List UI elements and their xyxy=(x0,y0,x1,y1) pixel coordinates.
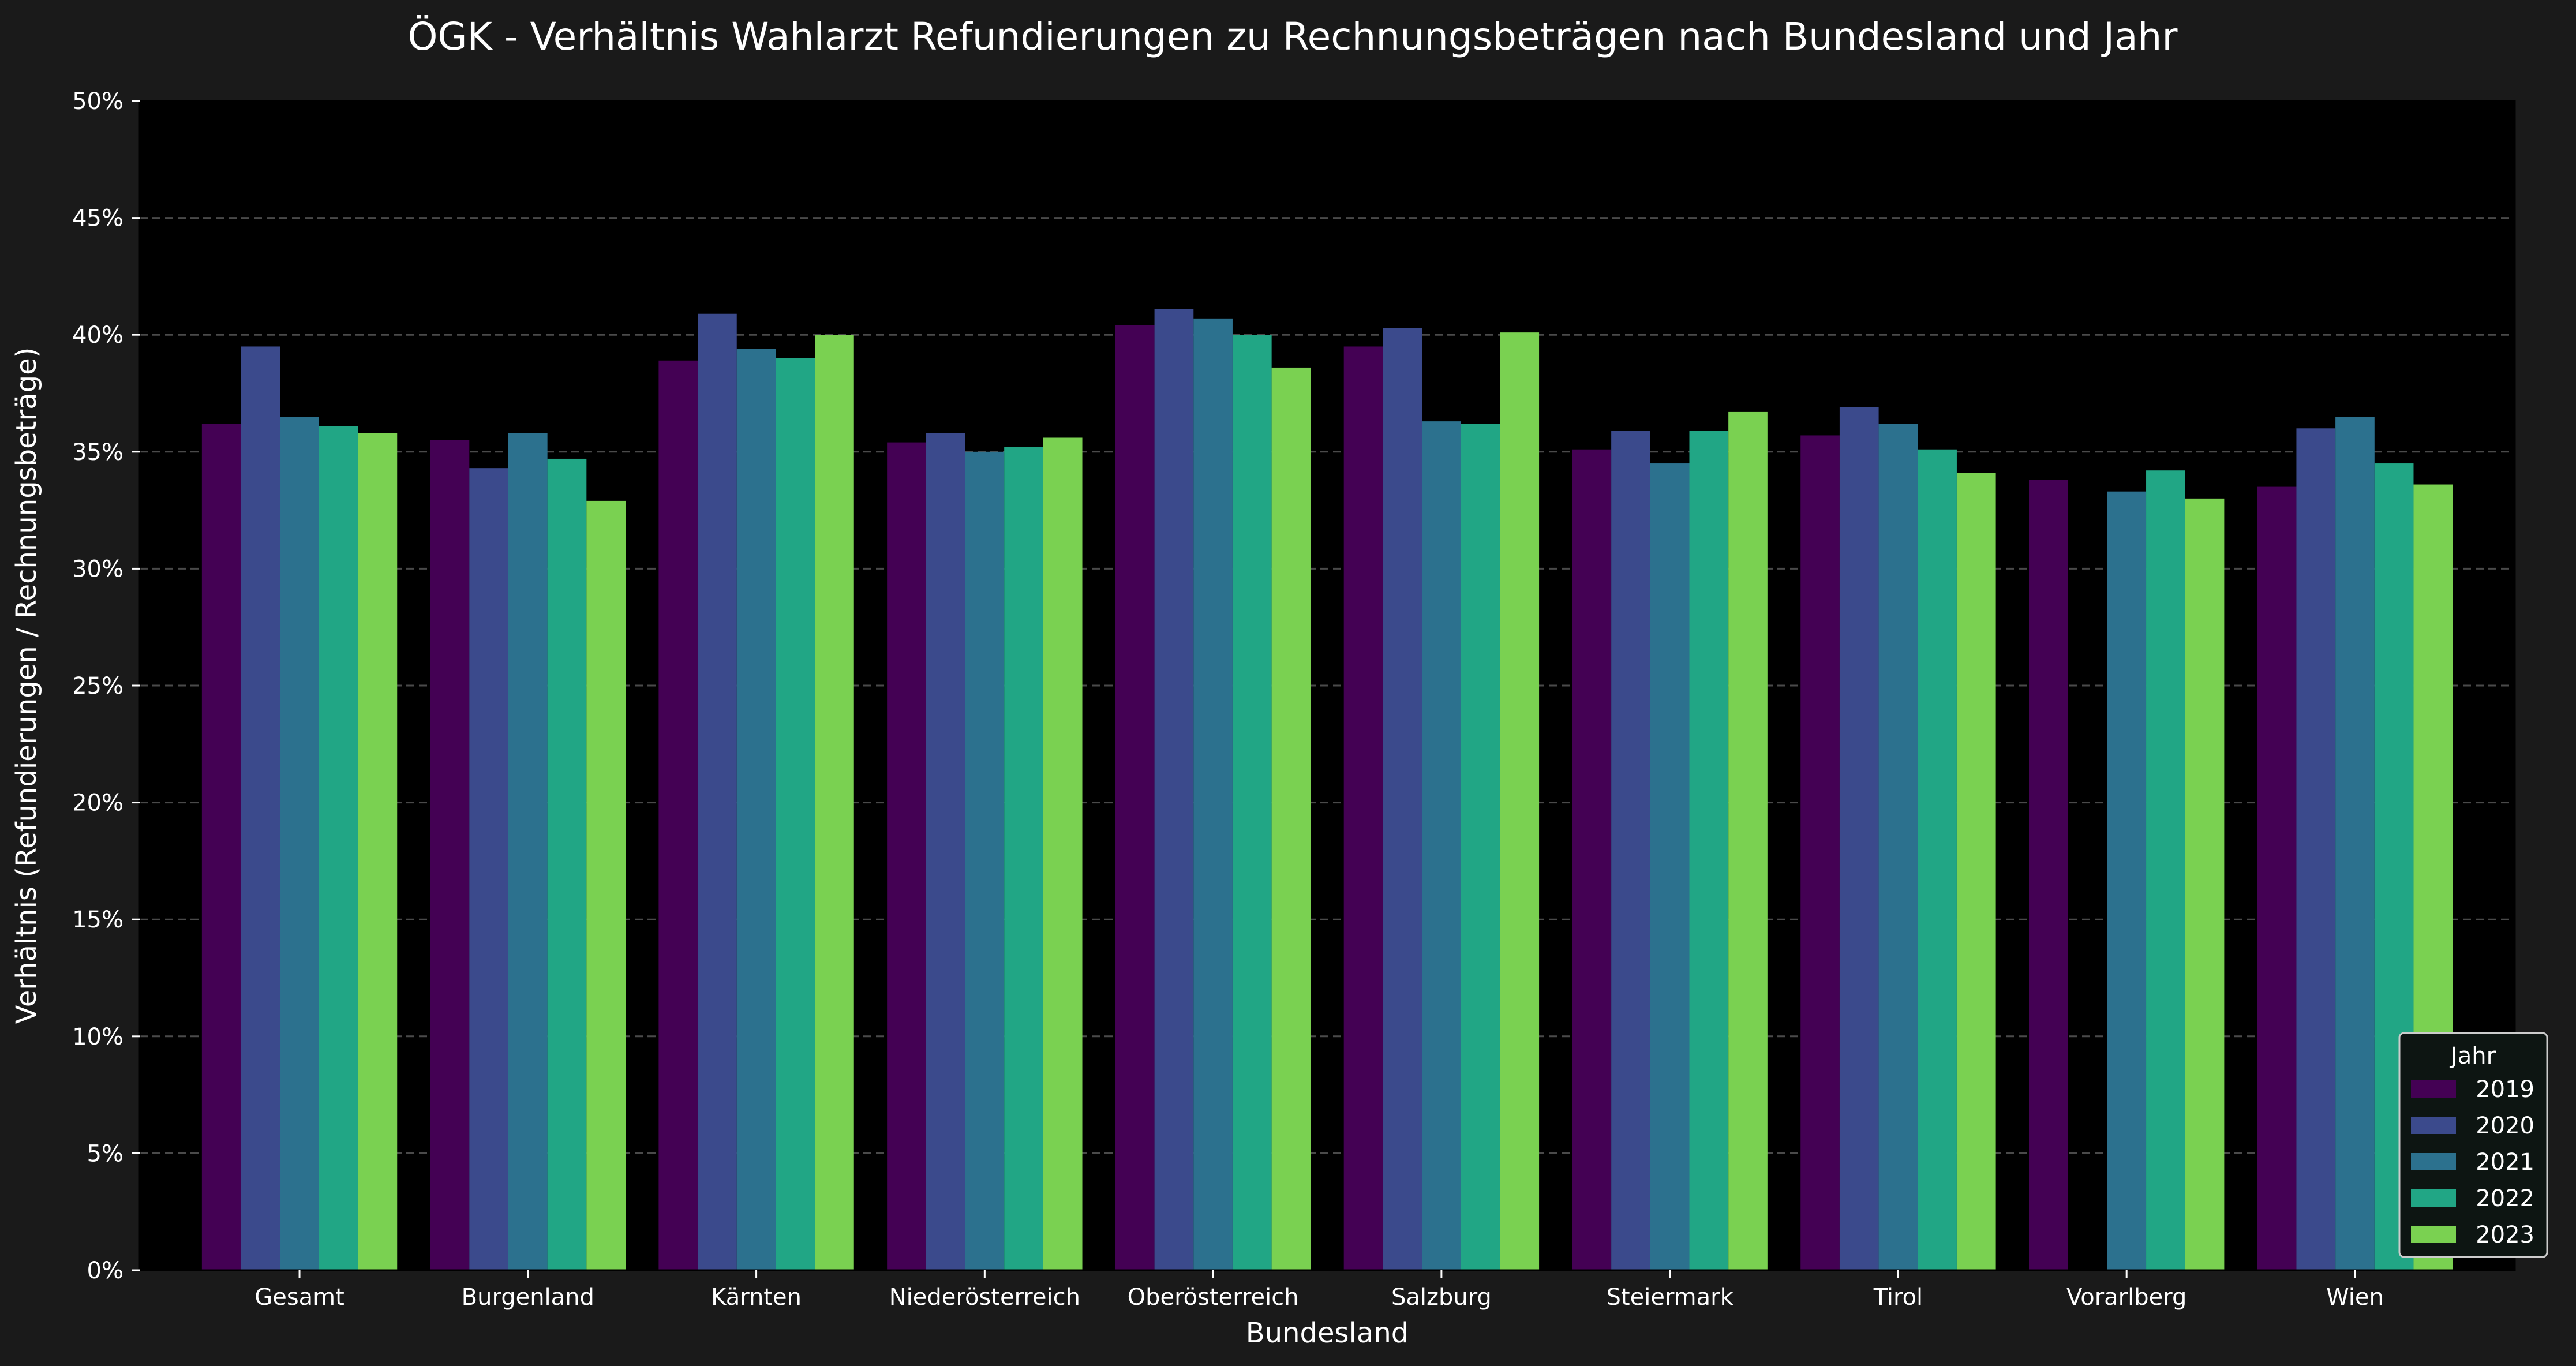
bar-2019-Vorarlberg xyxy=(2029,480,2068,1270)
bar-2021-Wien xyxy=(2335,417,2375,1270)
legend-label-2019: 2019 xyxy=(2476,1076,2534,1103)
bar-2020-Niederösterreich xyxy=(926,433,965,1270)
bar-2020-Steiermark xyxy=(1611,431,1650,1270)
y-tick-label: 20% xyxy=(72,790,123,817)
y-tick-label: 50% xyxy=(72,88,123,115)
legend-swatch-2023 xyxy=(2411,1226,2456,1243)
bar-2019-Salzburg xyxy=(1343,346,1383,1271)
bar-2022-Salzburg xyxy=(1461,424,1500,1270)
legend: Jahr 2019 2020 2021 2022 2023 xyxy=(2398,1032,2548,1258)
y-tick-label: 15% xyxy=(72,907,123,933)
x-tick-label: Niederösterreich xyxy=(889,1284,1080,1311)
bar-2020-Wien xyxy=(2296,428,2336,1270)
bar-2022-Steiermark xyxy=(1689,431,1729,1270)
bars xyxy=(201,309,2453,1271)
bar-2023-Steiermark xyxy=(1728,411,1768,1270)
legend-label-2022: 2022 xyxy=(2476,1185,2534,1212)
y-tick-label: 40% xyxy=(72,322,123,349)
bar-2023-Niederösterreich xyxy=(1043,437,1083,1270)
bar-2022-Burgenland xyxy=(547,458,587,1270)
bar-2022-Gesamt xyxy=(319,426,358,1270)
bar-2021-Steiermark xyxy=(1650,463,1690,1270)
x-tick-label: Gesamt xyxy=(254,1284,345,1311)
y-tick-label: 0% xyxy=(87,1258,123,1284)
bar-2019-Burgenland xyxy=(430,440,470,1270)
bar-2019-Oberösterreich xyxy=(1115,325,1155,1271)
x-tick-label: Burgenland xyxy=(462,1284,594,1311)
y-axis-label: Verhältnis (Refundierungen / Rechnungsbe… xyxy=(10,347,43,1024)
x-axis-ticks: Gesamt Burgenland Kärnten Niederösterreich O… xyxy=(254,1270,2384,1311)
legend-title: Jahr xyxy=(2449,1043,2496,1069)
bar-2020-Kärnten xyxy=(698,313,737,1271)
bar-2021-Salzburg xyxy=(1422,421,1461,1270)
bar-2022-Kärnten xyxy=(776,358,815,1270)
x-tick-label: Steiermark xyxy=(1607,1284,1734,1311)
bar-2023-Tirol xyxy=(1956,473,1996,1270)
bar-2021-Kärnten xyxy=(736,349,776,1271)
bar-2022-Vorarlberg xyxy=(2146,470,2185,1270)
y-axis-ticks: 0% 5% 10% 15% 20% 25% 30% 35% 40% 45% 50% xyxy=(72,88,140,1284)
legend-label-2021: 2021 xyxy=(2476,1149,2534,1176)
bar-2021-Gesamt xyxy=(280,417,319,1270)
bar-2022-Niederösterreich xyxy=(1004,447,1043,1270)
bar-2020-Salzburg xyxy=(1383,328,1422,1271)
legend-items: 2019 2020 2021 2022 2023 xyxy=(2411,1076,2534,1248)
bar-2019-Gesamt xyxy=(201,424,241,1270)
bar-2019-Tirol xyxy=(1800,435,1840,1270)
y-tick-label: 10% xyxy=(72,1024,123,1050)
bar-2019-Niederösterreich xyxy=(887,442,926,1270)
bar-2019-Kärnten xyxy=(658,360,698,1270)
bar-2020-Gesamt xyxy=(241,346,280,1271)
x-tick-label: Wien xyxy=(2326,1284,2384,1311)
y-tick-label: 35% xyxy=(72,439,123,466)
x-tick-label: Oberösterreich xyxy=(1128,1284,1299,1311)
bar-2020-Tirol xyxy=(1839,407,1879,1270)
x-tick-label: Tirol xyxy=(1873,1284,1923,1311)
legend-label-2023: 2023 xyxy=(2476,1222,2534,1248)
bar-2022-Oberösterreich xyxy=(1232,335,1272,1271)
x-tick-label: Kärnten xyxy=(711,1284,802,1311)
legend-swatch-2019 xyxy=(2411,1080,2456,1098)
legend-label-2020: 2020 xyxy=(2476,1113,2534,1139)
bar-2019-Wien xyxy=(2257,486,2297,1270)
y-tick-label: 30% xyxy=(72,556,123,582)
bar-2023-Kärnten xyxy=(815,335,854,1271)
x-axis-label: Bundesland xyxy=(1246,1317,1409,1349)
legend-swatch-2020 xyxy=(2411,1117,2456,1134)
bar-2021-Burgenland xyxy=(508,433,548,1270)
bar-2023-Burgenland xyxy=(586,500,626,1270)
bar-2021-Vorarlberg xyxy=(2107,491,2147,1270)
x-tick-label: Vorarlberg xyxy=(2066,1284,2186,1311)
y-tick-label: 45% xyxy=(72,205,123,232)
legend-swatch-2022 xyxy=(2411,1189,2456,1207)
y-tick-label: 25% xyxy=(72,673,123,699)
legend-swatch-2021 xyxy=(2411,1153,2456,1170)
bar-2023-Salzburg xyxy=(1500,332,1540,1271)
bar-2023-Gesamt xyxy=(358,433,398,1270)
bar-2022-Tirol xyxy=(1918,449,1957,1270)
bar-2023-Vorarlberg xyxy=(2185,498,2225,1270)
bar-2019-Steiermark xyxy=(1572,449,1612,1270)
x-tick-label: Salzburg xyxy=(1391,1284,1492,1311)
y-tick-label: 5% xyxy=(87,1140,123,1167)
bar-2021-Tirol xyxy=(1878,424,1918,1270)
bar-2023-Oberösterreich xyxy=(1271,367,1311,1270)
bar-2021-Niederösterreich xyxy=(965,451,1005,1270)
bar-2021-Oberösterreich xyxy=(1193,318,1233,1271)
bar-2020-Oberösterreich xyxy=(1154,309,1194,1271)
bar-2020-Burgenland xyxy=(469,468,508,1270)
chart-title: ÖGK - Verhältnis Wahlarzt Refundierungen… xyxy=(407,14,2178,59)
